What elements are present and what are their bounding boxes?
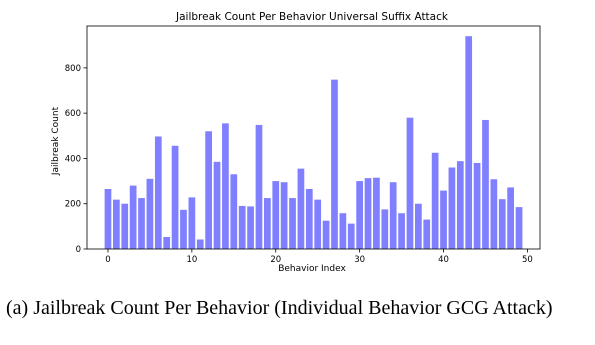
bar-29	[347, 223, 355, 249]
bar-10	[188, 197, 196, 249]
y-tick-label-0: 0	[76, 245, 81, 255]
bar-32	[373, 177, 380, 249]
bar-13	[213, 161, 221, 249]
bar-36	[406, 117, 414, 249]
bar-46	[490, 179, 498, 249]
bar-0	[104, 189, 112, 249]
x-axis-label: Behavior Index	[278, 264, 346, 274]
bar-14	[222, 123, 229, 249]
bar-1	[113, 199, 120, 249]
bar-38	[423, 219, 431, 249]
bar-11	[196, 239, 204, 249]
bar-42	[456, 161, 464, 249]
bar-7	[163, 237, 171, 249]
bar-18	[255, 124, 263, 249]
x-tick-label-50: 50	[522, 255, 533, 265]
bar-12	[205, 131, 212, 249]
bar-49	[515, 207, 523, 249]
chart-title: Jailbreak Count Per Behavior Universal S…	[175, 11, 449, 23]
y-tick-label-600: 600	[65, 109, 81, 119]
bar-22	[289, 198, 296, 249]
bar-24	[305, 189, 313, 249]
bar-31	[364, 178, 372, 249]
x-tick-label-30: 30	[354, 255, 365, 265]
x-tick-label-0: 0	[105, 255, 110, 265]
y-tick-label-800: 800	[65, 64, 81, 74]
bar-9	[180, 209, 187, 249]
bar-39	[431, 152, 439, 249]
bar-21	[280, 182, 288, 249]
bar-47	[498, 199, 506, 249]
bar-5	[146, 178, 154, 249]
bar-23	[297, 168, 305, 249]
figure-caption: (a) Jailbreak Count Per Behavior (Indivi…	[6, 297, 553, 319]
bar-35	[398, 213, 405, 249]
bar-8	[171, 145, 179, 249]
x-tick-label-20: 20	[270, 255, 281, 265]
bar-26	[322, 220, 330, 249]
axes: 0 10 20 30 40 50 0 200 400 600 800	[65, 25, 541, 265]
bar-41	[448, 167, 456, 249]
bar-chart: 0 10 20 30 40 50 0 200 400 600 800 Jailbreak Count…	[51, 11, 541, 274]
bar-25	[314, 199, 322, 249]
bar-4	[138, 198, 145, 249]
x-tick-label-10: 10	[186, 255, 197, 265]
bar-16	[238, 205, 246, 249]
bar-37	[415, 203, 422, 249]
bar-27	[331, 79, 338, 249]
x-tick-label-40: 40	[438, 255, 449, 265]
bar-45	[482, 119, 489, 249]
bars	[104, 36, 523, 249]
plot-frame	[86, 25, 541, 250]
bar-20	[272, 181, 280, 249]
bar-3	[129, 185, 137, 249]
bar-19	[264, 198, 271, 249]
bar-33	[381, 209, 389, 249]
bar-34	[389, 182, 397, 249]
bar-6	[154, 136, 162, 249]
bar-44	[473, 162, 481, 249]
bar-40	[440, 190, 447, 249]
bar-2	[121, 203, 129, 249]
y-tick-label-200: 200	[65, 200, 81, 210]
bar-43	[465, 36, 473, 249]
bar-15	[230, 174, 238, 249]
bar-28	[339, 213, 347, 249]
bar-48	[507, 187, 514, 249]
y-tick-label-400: 400	[65, 154, 81, 164]
bar-30	[356, 181, 363, 249]
bar-17	[247, 206, 254, 249]
y-axis-label: Jailbreak Count	[51, 106, 61, 176]
